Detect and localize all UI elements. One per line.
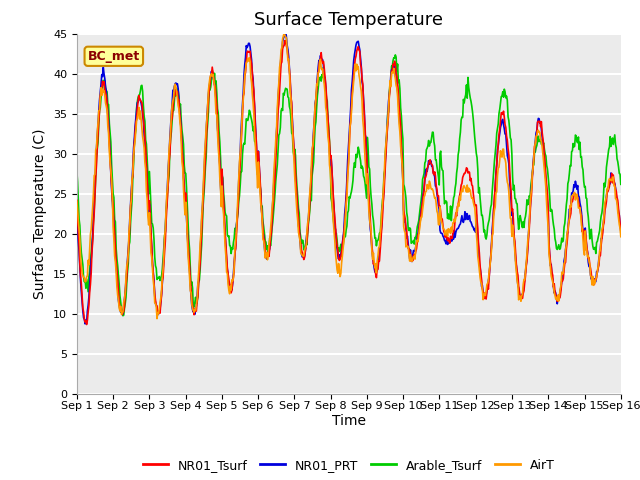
Title: Surface Temperature: Surface Temperature (254, 11, 444, 29)
Text: BC_met: BC_met (88, 50, 140, 63)
X-axis label: Time: Time (332, 414, 366, 428)
Y-axis label: Surface Temperature (C): Surface Temperature (C) (33, 128, 47, 299)
Legend: NR01_Tsurf, NR01_PRT, Arable_Tsurf, AirT: NR01_Tsurf, NR01_PRT, Arable_Tsurf, AirT (138, 454, 560, 477)
